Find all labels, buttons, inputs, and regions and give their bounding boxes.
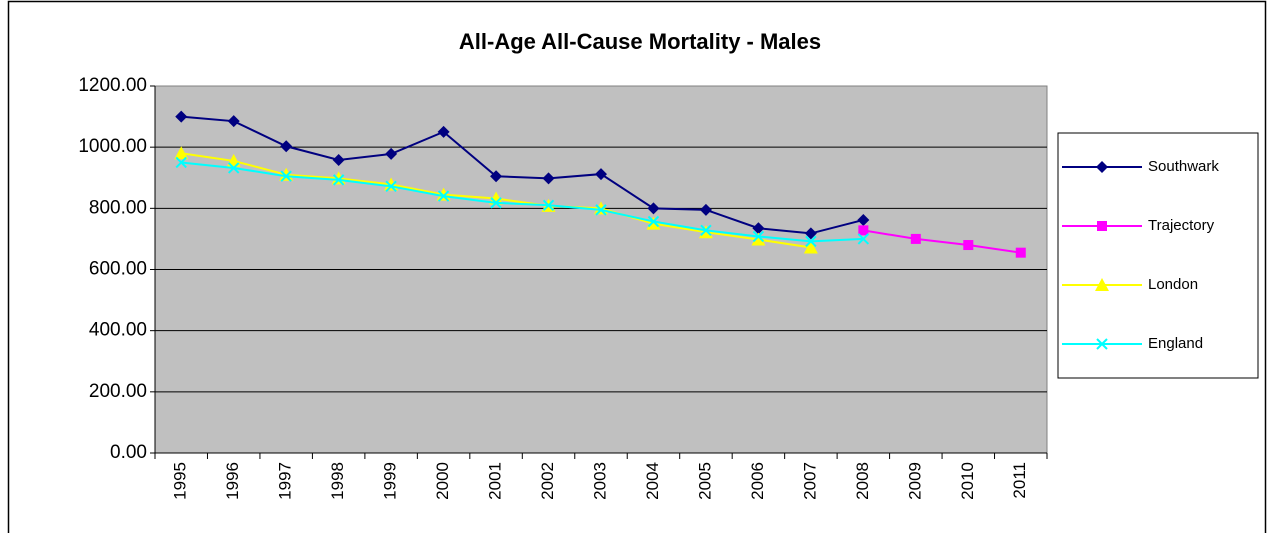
data-point [700,224,712,237]
data-point [385,147,398,160]
chart-title: All-Age All-Cause Mortality - Males [459,29,821,54]
series-line [181,115,864,235]
data-point [542,172,555,185]
y-tick-label: 600.00 [89,259,147,280]
y-tick-label: 1200.00 [78,75,147,96]
data-point [332,174,345,186]
legend-label: London [1148,276,1198,293]
x-tick-label: 2009 [905,462,924,500]
x-tick-label: 2005 [695,462,714,500]
data-point [280,140,293,153]
data-point [910,233,921,244]
data-point [595,168,607,181]
x-tick-label: 1996 [223,462,242,500]
legend-label: England [1148,335,1203,352]
data-point [175,156,187,169]
data-point [385,180,397,193]
legend-marker [1097,221,1107,231]
x-tick-label: 2006 [748,462,767,500]
legend-label: Southwark [1148,158,1219,175]
data-point [332,154,345,167]
x-tick-label: 2007 [800,462,819,500]
data-point [857,213,870,226]
data-point [752,222,765,235]
x-tick-label: 2000 [433,462,452,500]
data-point [490,197,502,209]
y-tick-label: 800.00 [89,197,147,218]
data-point [174,146,189,160]
data-point [647,202,660,215]
x-tick-label: 1995 [171,462,190,500]
data-point [280,170,292,182]
data-point [857,233,870,245]
x-tick-label: 2002 [538,462,557,500]
legend [1057,132,1259,379]
x-tick-label: 1999 [381,462,400,500]
data-point [963,240,974,251]
data-point [490,170,503,183]
data-point [227,115,240,128]
series-line [863,229,1021,254]
y-tick-label: 0.00 [110,442,147,463]
y-tick-label: 1000.00 [78,136,147,157]
data-point [751,232,766,246]
x-tick-label: 2011 [1010,462,1029,499]
data-point [437,190,450,202]
legend-marker [1096,338,1108,350]
legend-marker [1095,278,1109,291]
data-point [699,203,712,216]
data-point [647,215,660,228]
data-point [1015,247,1026,258]
data-point [858,225,869,236]
x-tick-label: 2004 [643,462,662,500]
series-line [181,161,864,243]
data-point [227,162,240,174]
x-tick-label: 1997 [276,462,295,500]
data-point [805,235,817,248]
x-tick-label: 2010 [958,462,977,500]
y-tick-label: 200.00 [89,381,147,402]
data-point [542,199,555,211]
legend-label: Trajectory [1148,217,1215,234]
x-tick-label: 2008 [853,462,872,500]
data-point [752,230,765,243]
y-tick-label: 400.00 [89,320,147,341]
data-point [437,125,450,138]
x-tick-label: 1998 [328,462,347,500]
data-point [803,240,818,254]
data-point [595,204,607,216]
x-tick-label: 2001 [486,462,505,500]
x-tick-label: 2003 [590,462,609,500]
data-point [489,191,504,205]
legend-marker [1096,161,1108,173]
data-point [804,227,817,240]
data-point [175,110,188,123]
